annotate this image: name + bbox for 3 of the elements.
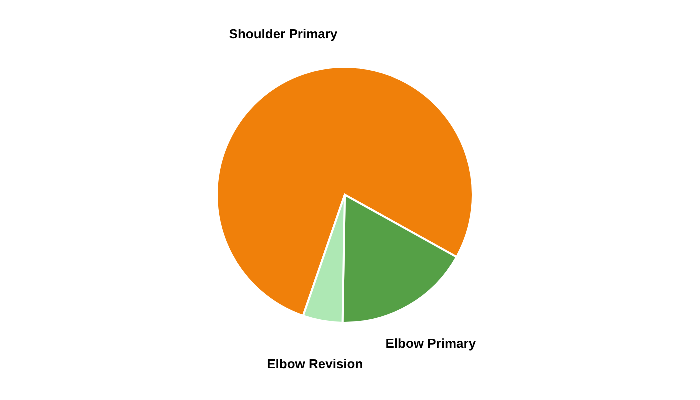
slice-label: Elbow Primary	[386, 336, 477, 352]
slice-label: Elbow Revision	[267, 356, 364, 372]
slice-label: Shoulder Primary	[229, 26, 338, 42]
